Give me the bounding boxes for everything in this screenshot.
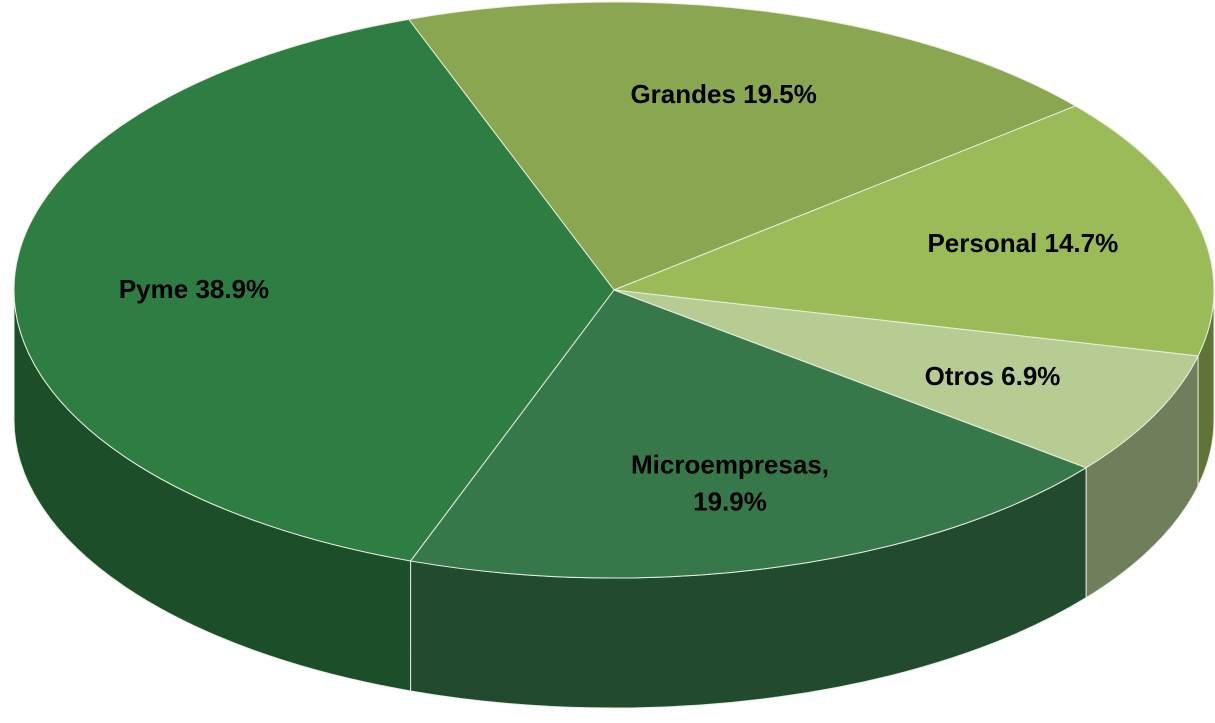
data-label: Microempresas, 19.9% — [631, 449, 829, 517]
slice — [407, 1, 1077, 291]
slice — [409, 289, 1088, 579]
data-label: Pyme 38.9% — [118, 274, 270, 305]
data-label: Otros 6.9% — [924, 361, 1061, 392]
slice — [13, 18, 615, 562]
data-label: Personal 14.7% — [927, 227, 1119, 258]
slice — [613, 289, 1199, 469]
slice — [613, 105, 1215, 357]
data-label: Grandes 19.5% — [630, 79, 817, 110]
